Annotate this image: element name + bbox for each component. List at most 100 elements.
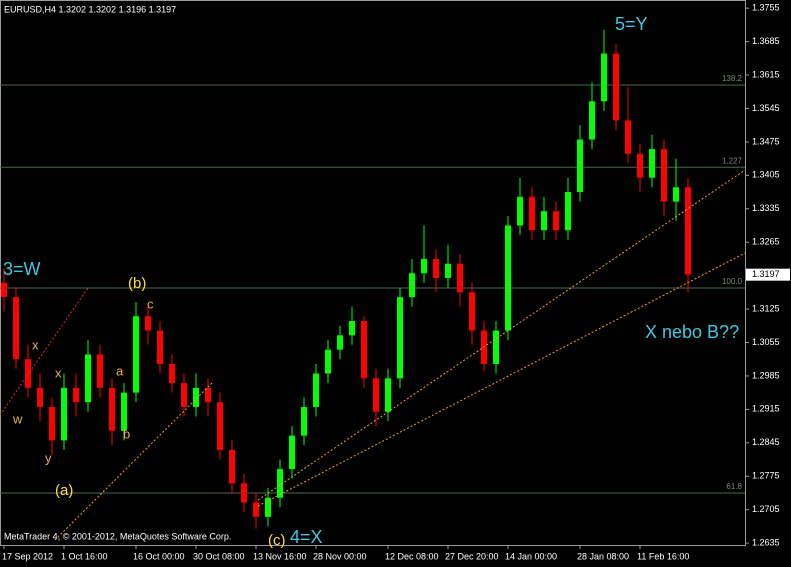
x-tick-label: 16 Oct 00:00 [133,551,185,561]
x-tick-label: 27 Dec 20:00 [445,551,499,561]
price-tag [746,268,790,281]
candle-body [649,149,655,178]
candle-body [73,387,79,403]
candle-body [373,378,379,412]
y-tick-label: 1.3475 [752,136,780,146]
candle-body [349,321,355,336]
x-tick-label: 17 Sep 2012 [2,551,53,561]
footer: MetaTrader 4, © 2001-2012, MetaQuotes So… [4,531,231,541]
candle-body [169,363,175,384]
candle-body [325,349,331,374]
y-tick-label: 1.3545 [752,103,780,113]
candle-body [25,359,31,388]
candle-body [445,263,451,279]
candle-body [673,187,679,202]
candle-body [277,469,283,498]
annotation: b [123,426,130,441]
y-tick-label: 1.3055 [752,337,780,347]
level-label: 61.8 [726,482,742,491]
y-tick-label: 1.2775 [752,471,780,481]
x-tick-label: 1 Oct 16:00 [61,551,108,561]
y-tick-label: 1.2985 [752,370,780,380]
candle-body [601,53,607,102]
candle-body [37,387,43,407]
x-tick-label: 30 Oct 08:00 [193,551,245,561]
candle-body [493,330,499,364]
candle-body [85,354,91,403]
annotation: 3=W [3,259,41,279]
candle-body [421,258,427,274]
annotation: c [147,296,154,311]
candle-body [577,139,583,193]
candle-body [109,387,115,431]
candle-body [49,406,55,441]
candle-body [553,211,559,231]
candle-body [301,406,307,436]
annotation: (b) [128,275,146,292]
annotation: w [12,411,23,426]
x-tick-label: 28 Jan 08:00 [577,551,629,561]
annotation: 5=Y [615,14,648,34]
candle-body [457,263,463,293]
candle-body [337,335,343,350]
y-tick-label: 1.2845 [752,437,780,447]
candle-body [181,383,187,407]
candle-body [385,378,391,412]
candle-body [241,483,247,503]
candle-body [253,502,259,517]
candle-body [637,153,643,178]
chart-title: EURUSD,H4 1.3202 1.3202 1.3196 1.3197 [4,4,176,14]
y-tick-label: 1.3755 [752,3,780,13]
annotation: a [116,363,124,378]
annotation: x [55,365,62,380]
annotation: X nebo B?? [645,322,739,342]
y-tick-label: 1.2635 [752,537,780,547]
annotation: y [45,450,52,465]
candle-body [157,330,163,364]
y-tick-label: 1.3335 [752,203,780,213]
candle-body [121,392,127,431]
level-label: 1.227 [722,156,743,165]
annotation: (c) [268,532,286,549]
candle-body [517,196,523,226]
candle-body [433,258,439,279]
candle-body [229,449,235,484]
y-tick-label: 1.3265 [752,237,780,247]
plot-frame [0,0,746,546]
candle-body [589,101,595,140]
candle-body [193,387,199,407]
candle-body [397,297,403,379]
candle-body [289,435,295,470]
y-tick-label: 1.3125 [752,303,780,313]
price-tag-label: 1.3197 [752,269,780,279]
trend-line [257,252,746,507]
y-tick-label: 1.2705 [752,504,780,514]
candle-body [13,297,19,360]
candle-body [505,225,511,331]
trend-line [0,287,89,416]
candle-body [1,282,7,298]
candle-body [361,321,367,379]
candle-body [145,316,151,331]
candle-body [469,292,475,331]
candle-body [217,402,223,450]
y-tick-label: 1.3615 [752,69,780,79]
candle-body [685,187,691,275]
candle-body [529,196,535,231]
x-tick-label: 28 Nov 00:00 [313,551,367,561]
candle-body [541,211,547,231]
candle-body [61,387,67,441]
x-tick-label: 14 Jan 00:00 [505,551,557,561]
candle-body [565,192,571,231]
candle-body [613,53,619,121]
candle-body [265,497,271,517]
x-tick-label: 12 Dec 08:00 [385,551,439,561]
y-tick-label: 1.3685 [752,36,780,46]
candle-body [409,273,415,298]
x-tick-label: 13 Nov 16:00 [253,551,307,561]
annotation: x [32,337,39,352]
x-tick-label: 11 Feb 16:00 [637,551,689,561]
candle-body [661,149,667,202]
candle-body [97,354,103,388]
